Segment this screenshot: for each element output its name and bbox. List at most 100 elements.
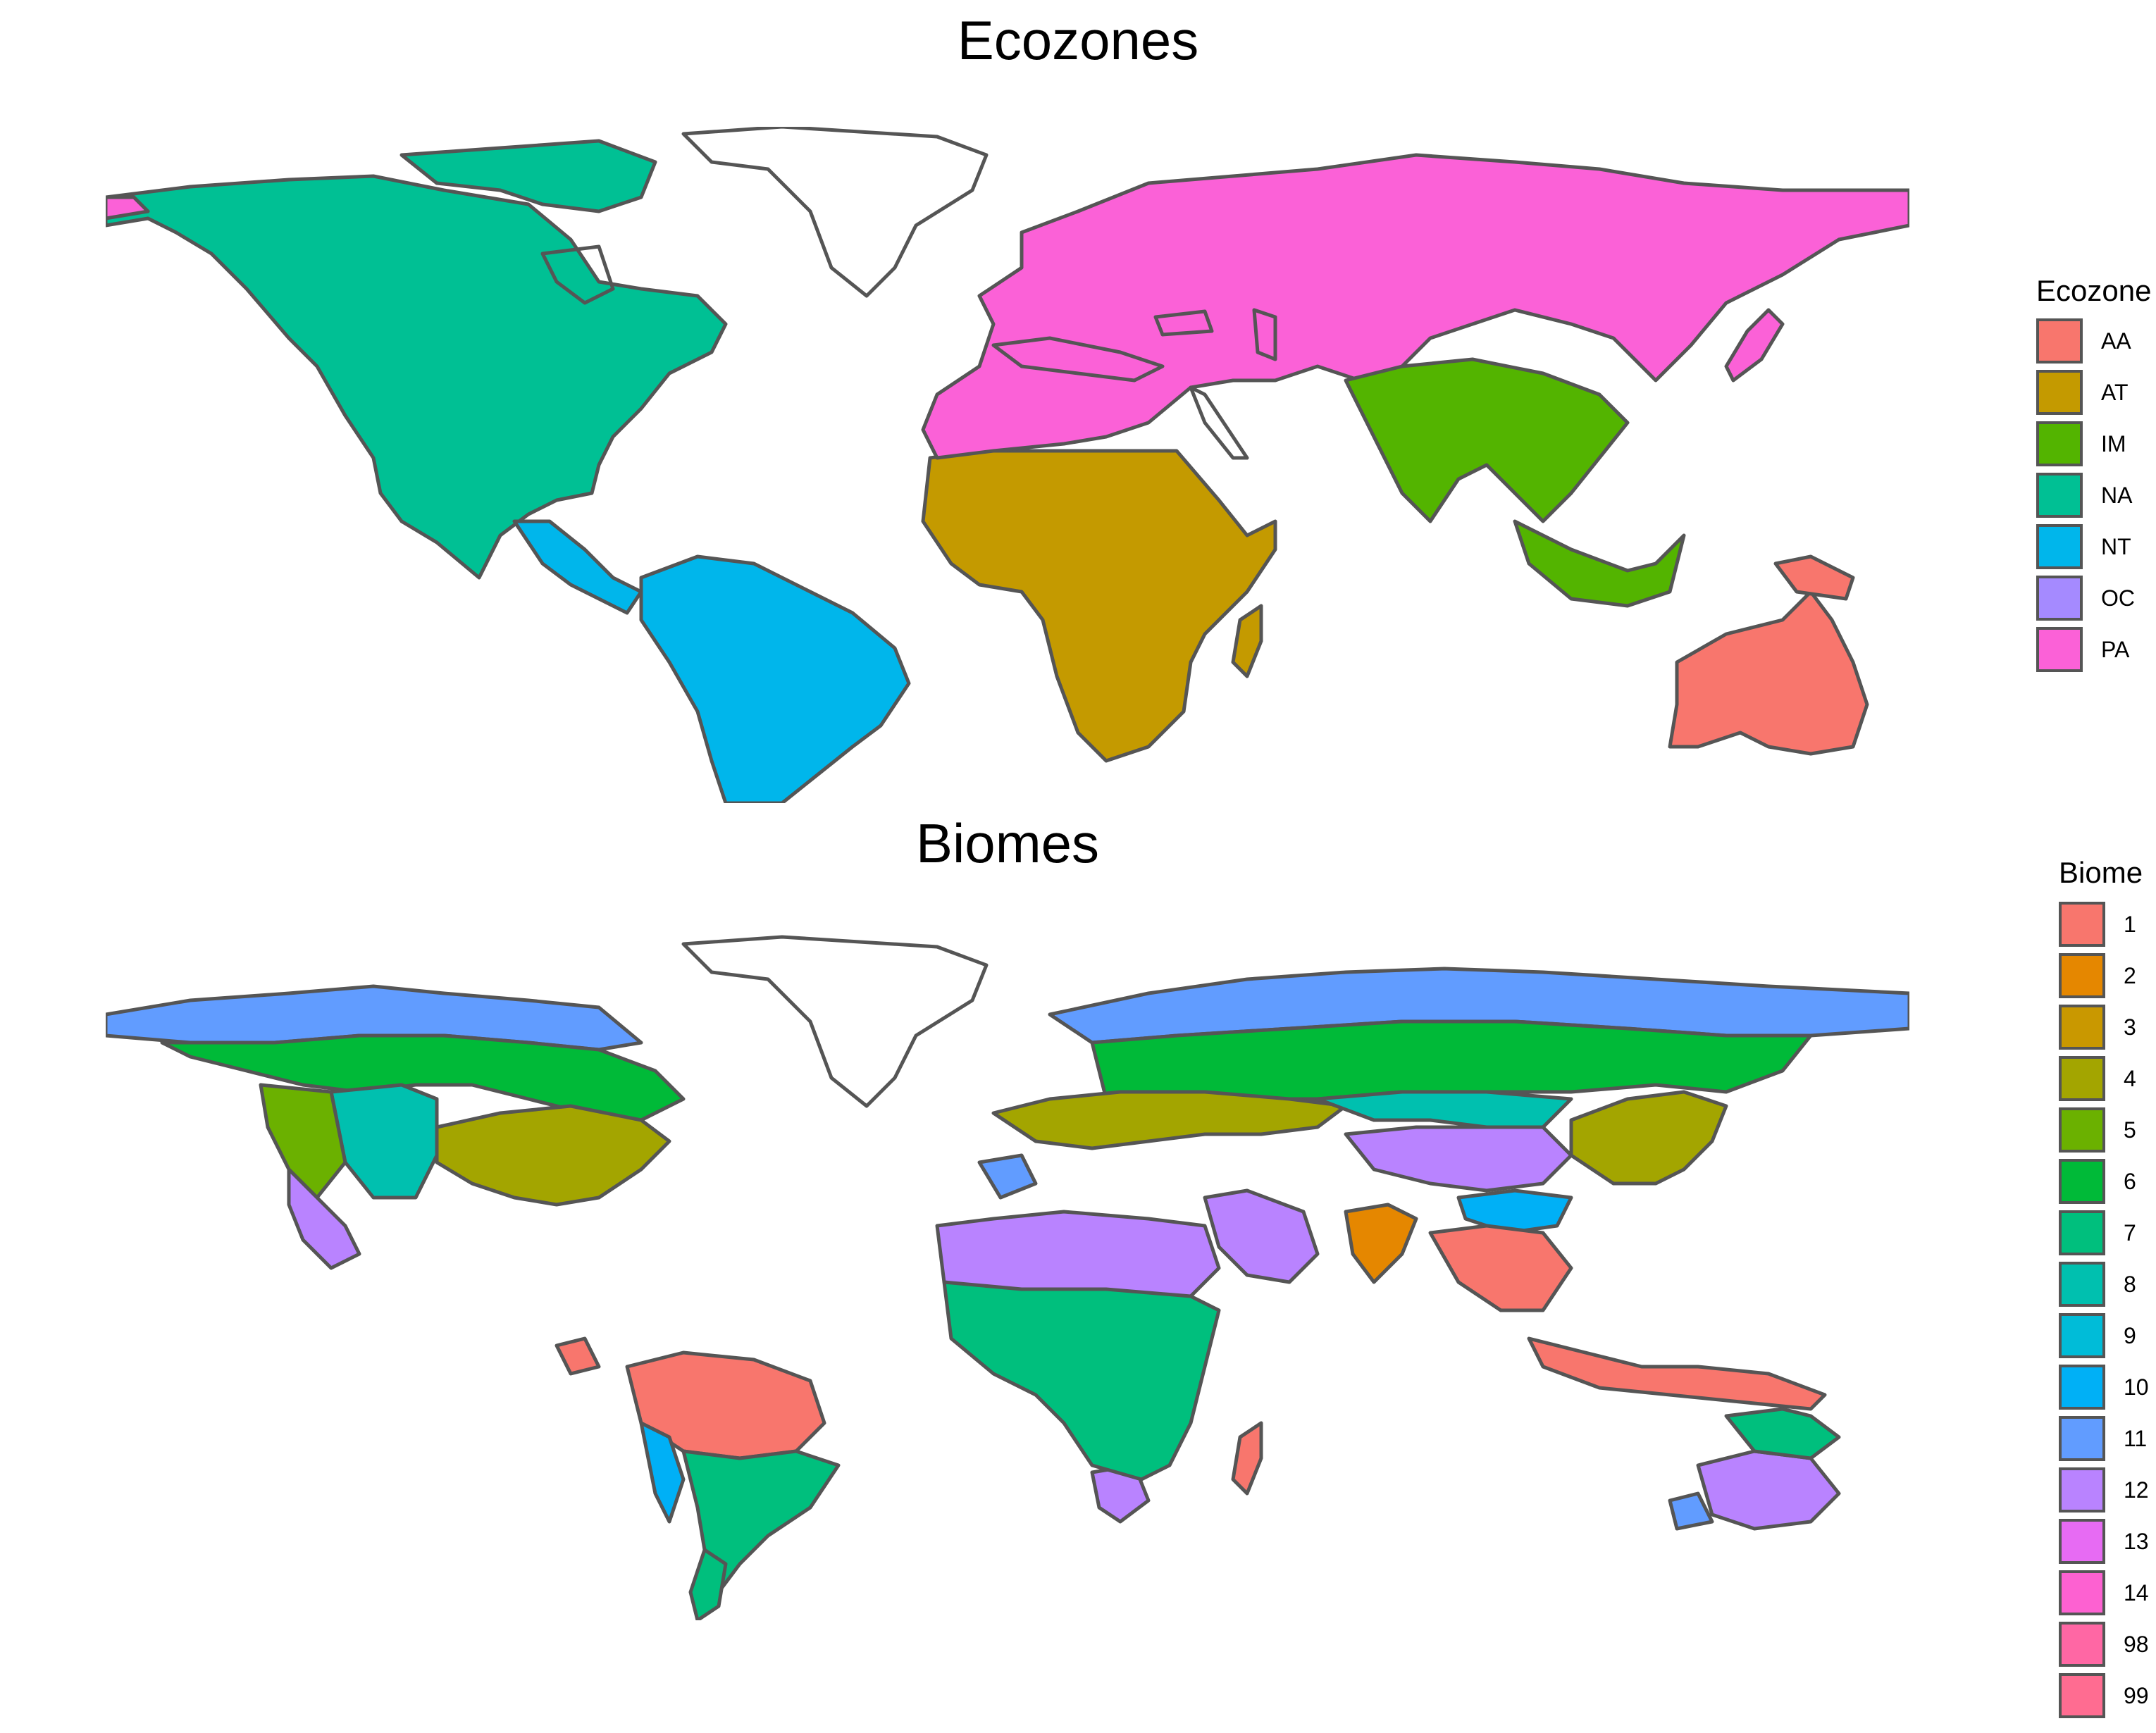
biome-8-north-america — [329, 1083, 439, 1200]
ecozone-legend-label: AT — [2101, 380, 2129, 405]
biome-12-australia — [1668, 1491, 1714, 1531]
biome-legend-label: 4 — [2124, 1066, 2136, 1091]
biomes-title: Biomes — [915, 812, 1100, 874]
ecozone-legend-label: IM — [2101, 431, 2126, 456]
biome-legend: Biome 1 2 3 4 5 6 7 8 9 10 11 12 13 14 98 99 — [2059, 856, 2149, 1718]
biome-1-madagascar — [1231, 1421, 1263, 1496]
ecozone-legend-swatch — [2036, 576, 2083, 621]
biome-legend-item: 9 — [2059, 1313, 2156, 1362]
biome-legend-label: 1 — [2124, 912, 2136, 937]
biome-10-andes — [639, 1421, 686, 1524]
biome-13-arabia — [1203, 1188, 1320, 1284]
biome-legend-swatch — [2059, 1467, 2105, 1513]
biome-legend-label: 11 — [2124, 1426, 2148, 1451]
biome-13-sahara — [935, 1210, 1221, 1298]
region-na — [106, 174, 728, 580]
biome-legend-item: 8 — [2059, 1262, 2156, 1311]
biome-legend-item: 3 — [2059, 1005, 2156, 1054]
biome-legend-item: 2 — [2059, 953, 2156, 1002]
biome-legend-label: 12 — [2124, 1477, 2149, 1503]
biome-legend-swatch — [2059, 1673, 2105, 1718]
biome-legend-item: 1 — [2059, 902, 2156, 951]
region-nt — [639, 554, 911, 803]
ecozone-legend-item: IM — [2036, 421, 2156, 471]
region-nt-central — [512, 519, 643, 615]
biome-legend-swatch — [2059, 953, 2105, 998]
region-im-islands — [1513, 519, 1686, 608]
biome-legend-swatch — [2059, 1519, 2105, 1564]
biome-legend-item: 99 — [2059, 1673, 2156, 1722]
biome-legend-item: 14 — [2059, 1570, 2156, 1620]
biome-8-eurasia — [1315, 1090, 1573, 1129]
biome-legend-item: 13 — [2059, 1519, 2156, 1568]
biome-legend-swatch — [2059, 1365, 2105, 1410]
region-at — [921, 449, 1277, 763]
biome-legend-item: 11 — [2059, 1416, 2156, 1465]
biome-legend-label: 14 — [2124, 1580, 2149, 1605]
ecozone-legend-swatch — [2036, 318, 2083, 364]
biome-legend-label: 6 — [2124, 1169, 2136, 1194]
ecozone-legend: Ecozone AA AT IM NA NT OC PA — [2036, 274, 2152, 672]
region-aa — [1668, 590, 1869, 756]
biome-legend-swatch — [2059, 1159, 2105, 1204]
ecozone-legend-title: Ecozone — [2036, 274, 2152, 307]
biome-13-central-asia — [1344, 1125, 1573, 1193]
region-at-madagascar — [1231, 604, 1263, 678]
biome-legend-label: 13 — [2124, 1529, 2149, 1554]
biome-8-patagonia — [688, 1548, 728, 1620]
ecozone-legend-swatch — [2036, 370, 2083, 415]
biome-legend-title: Biome — [2059, 856, 2143, 889]
biome-10-tibet — [1456, 1188, 1573, 1235]
biome-legend-label: 9 — [2124, 1323, 2136, 1348]
ecozone-legend-label: OC — [2101, 585, 2135, 611]
greenland-outline — [681, 935, 989, 1108]
biome-4-eurasia — [991, 1090, 1348, 1150]
region-pa-chukotka — [106, 195, 150, 220]
biome-legend-swatch — [2059, 1416, 2105, 1461]
biome-1-islands — [1527, 1336, 1827, 1411]
biome-legend-item: 5 — [2059, 1107, 2156, 1157]
black-sea — [1153, 309, 1214, 337]
biome-legend-swatch — [2059, 1570, 2105, 1615]
biome-legend-label: 3 — [2124, 1014, 2136, 1040]
biome-legend-label: 8 — [2124, 1272, 2136, 1297]
biome-legend-swatch — [2059, 1622, 2105, 1667]
ecozone-legend-label: PA — [2101, 637, 2130, 662]
red-sea — [1189, 385, 1249, 460]
biome-13-australia — [1696, 1449, 1841, 1531]
biome-1-central-america — [555, 1336, 601, 1376]
region-aa-newguinea — [1773, 554, 1855, 601]
ecozone-legend-item: AA — [2036, 318, 2156, 368]
biome-legend-item: 7 — [2059, 1210, 2156, 1260]
ecozone-legend-item: OC — [2036, 576, 2156, 625]
biome-13-north-america — [287, 1167, 361, 1270]
biome-legend-item: 6 — [2059, 1159, 2156, 1208]
ecozones-map — [106, 127, 1909, 803]
biome-legend-swatch — [2059, 1005, 2105, 1050]
biome-legend-label: 5 — [2124, 1117, 2136, 1143]
ecozone-legend-item: NT — [2036, 524, 2156, 573]
mediterranean-sea — [991, 336, 1165, 383]
region-na-arctic — [399, 139, 657, 213]
biome-7-australia — [1724, 1407, 1841, 1460]
biome-legend-label: 10 — [2124, 1374, 2149, 1400]
biome-7-south-america — [681, 1449, 841, 1594]
biome-5-north-america — [259, 1083, 347, 1200]
caspian-sea — [1252, 308, 1277, 361]
biomes-map — [106, 935, 1909, 1620]
ecozone-legend-label: NA — [2101, 483, 2133, 508]
biome-legend-label: 98 — [2124, 1632, 2149, 1657]
biome-legend-swatch — [2059, 902, 2105, 947]
biome-legend-item: 10 — [2059, 1365, 2156, 1414]
biome-legend-label: 7 — [2124, 1220, 2136, 1246]
biome-legend-label: 99 — [2124, 1683, 2149, 1708]
region-pa — [921, 153, 1909, 460]
biome-legend-item: 12 — [2059, 1467, 2156, 1517]
ecozones-title: Ecozones — [957, 9, 1199, 71]
biome-legend-swatch — [2059, 1210, 2105, 1255]
ecozone-legend-item: AT — [2036, 370, 2156, 419]
biome-4-east-asia — [1569, 1090, 1728, 1186]
biome-12-mediterranean — [977, 1153, 1038, 1200]
biome-legend-swatch — [2059, 1107, 2105, 1153]
ecozone-legend-item: NA — [2036, 473, 2156, 522]
